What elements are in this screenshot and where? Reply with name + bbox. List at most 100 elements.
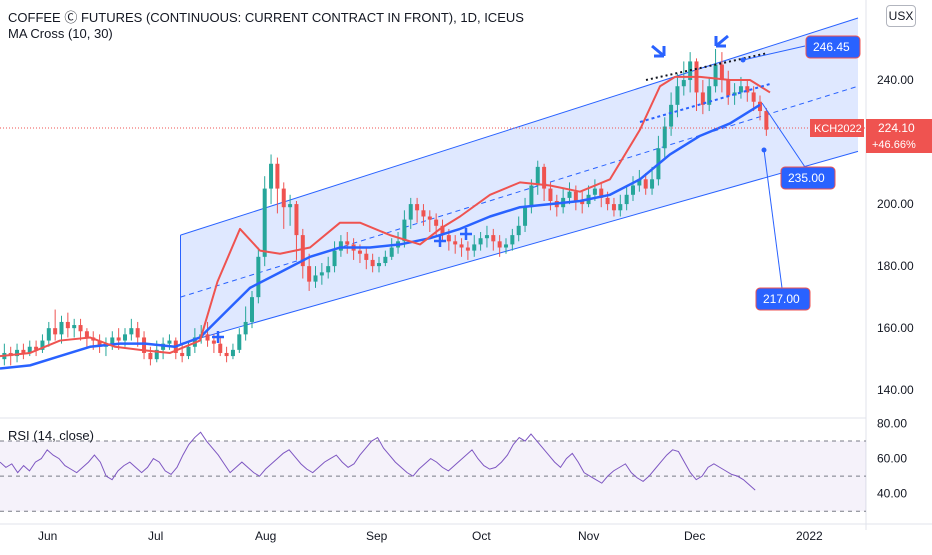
candle-body <box>46 328 51 341</box>
symbol-label: KCH2022 <box>814 123 862 135</box>
currency-button[interactable]: USX <box>886 5 916 27</box>
candle-body <box>751 92 756 102</box>
y-tick-label: 180.00 <box>877 259 914 273</box>
candle-body <box>313 275 318 282</box>
price-tag <box>866 119 932 153</box>
rsi-line <box>0 431 756 491</box>
candle-body <box>491 235 496 242</box>
candle-body <box>408 204 413 220</box>
ma-cross-marker <box>460 228 472 240</box>
candle-body <box>548 188 553 201</box>
candle-body <box>631 185 635 195</box>
candle-body <box>15 349 20 357</box>
rsi-tick-label: 60.00 <box>877 452 907 466</box>
channel-upper <box>180 17 859 236</box>
channel-mid <box>180 85 859 298</box>
candle-body <box>377 263 381 267</box>
ma-fast-line <box>0 75 771 358</box>
rsi-tick-label: 80.00 <box>877 417 907 431</box>
candle-body <box>459 244 464 248</box>
candle-body <box>738 86 743 93</box>
callout-line-217 <box>763 149 783 289</box>
ma-slow-line <box>0 103 761 370</box>
candle-body <box>611 204 616 211</box>
candle-body <box>294 204 299 236</box>
x-tick-label: Jul <box>148 529 163 543</box>
candle-body <box>307 266 312 282</box>
ma-cross-marker <box>212 331 224 343</box>
resistance-dotted-line <box>645 52 769 81</box>
candle-body <box>402 219 407 242</box>
candle-body <box>529 185 534 208</box>
candle-body <box>281 188 286 208</box>
candle-body <box>332 250 337 267</box>
candle-body <box>357 250 362 254</box>
candle-body <box>65 321 70 329</box>
candle-body <box>148 352 153 360</box>
candle-body <box>637 179 642 186</box>
candle-body <box>497 241 502 248</box>
candle-body <box>758 101 762 112</box>
candle-body <box>719 64 724 81</box>
candle-body <box>643 179 648 189</box>
candle-body <box>27 346 32 353</box>
candle-body <box>250 297 254 322</box>
candle-body <box>434 219 439 226</box>
candle-body <box>142 337 147 353</box>
channel-lower <box>180 150 859 345</box>
candle-body <box>129 328 134 335</box>
candle-body <box>662 126 667 149</box>
callout-box <box>755 287 811 311</box>
candle-body <box>415 204 420 211</box>
arrow-marker-right <box>714 34 729 48</box>
y-tick-label: 240.00 <box>877 73 914 87</box>
candle-body <box>523 207 528 226</box>
candle-body <box>624 194 629 205</box>
candle-body <box>59 321 64 335</box>
candle-body <box>262 188 267 257</box>
symbol-tag <box>810 119 864 137</box>
candle-body <box>421 210 426 217</box>
candle-body <box>573 191 578 201</box>
candle-body <box>675 86 680 105</box>
candle-body <box>40 340 45 350</box>
candle-body <box>446 235 451 242</box>
candle-body <box>592 188 597 195</box>
candle-body <box>243 321 248 335</box>
x-tick-label: Jun <box>38 529 57 543</box>
ma-cross-marker <box>434 235 446 247</box>
candle-body <box>319 272 324 276</box>
candle-body <box>542 166 547 189</box>
callout-box <box>780 166 836 190</box>
chart-title: COFFEE Ⓒ FUTURES (CONTINUOUS: CURRENT CO… <box>8 10 524 25</box>
candle-body <box>123 334 127 341</box>
x-tick-label: Aug <box>255 529 276 543</box>
candle-body <box>764 111 769 130</box>
price-label: 224.10 <box>878 121 915 135</box>
candle-body <box>478 238 483 245</box>
x-tick-label: Sep <box>366 529 388 543</box>
x-tick-label: Oct <box>472 529 491 543</box>
y-tick-label: 140.00 <box>877 383 914 397</box>
candle-body <box>97 340 102 347</box>
candle-body <box>453 241 458 245</box>
candle-body <box>230 349 235 357</box>
x-tick-label: 2022 <box>796 529 823 543</box>
candle-body <box>110 337 115 344</box>
callout-line-246 <box>742 45 806 61</box>
candle-body <box>288 204 293 208</box>
callout-line-235 <box>761 102 808 171</box>
candle-body <box>650 179 655 189</box>
rsi-tick-label: 40.00 <box>877 487 907 501</box>
candle-body <box>713 64 718 87</box>
candle-body <box>237 334 242 350</box>
candle-body <box>300 235 305 267</box>
candle-body <box>135 328 140 338</box>
x-tick-label: Dec <box>684 529 705 543</box>
candle-body <box>726 80 731 96</box>
callout-label: 235.00 <box>788 171 825 185</box>
candle-body <box>605 197 610 205</box>
candle-body <box>78 325 83 332</box>
